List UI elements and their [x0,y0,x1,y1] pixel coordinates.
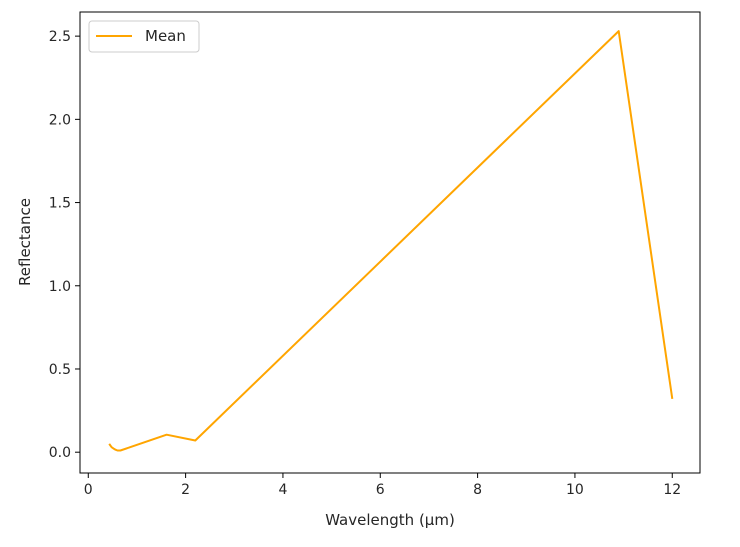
x-tick-label: 8 [473,482,482,498]
y-tick-label: 0.5 [49,362,71,378]
legend-label-mean: Mean [145,27,186,45]
series-line-mean [108,30,674,452]
y-tick-label: 1.0 [49,279,71,295]
y-tick-label: 2.5 [49,29,71,45]
y-tick-label: 2.0 [49,112,71,128]
plot-area [79,11,701,474]
x-tick-label: 4 [278,482,287,498]
y-tick-label: 0.0 [49,445,71,461]
y-tick-label: 1.5 [49,196,71,212]
x-axis-ticks: 0 2 4 6 8 10 12 [84,473,681,498]
y-axis-ticks: 0.0 0.5 1.0 1.5 2.0 2.5 [49,29,80,461]
x-tick-label: 2 [181,482,190,498]
y-axis-label: Reflectance [16,198,34,286]
x-tick-label: 10 [566,482,584,498]
x-tick-label: 12 [663,482,681,498]
legend-box [88,20,200,53]
x-axis-label: Wavelength (µm) [325,511,455,529]
x-tick-label: 6 [376,482,385,498]
x-tick-label: 0 [84,482,93,498]
legend: Mean [88,20,200,53]
